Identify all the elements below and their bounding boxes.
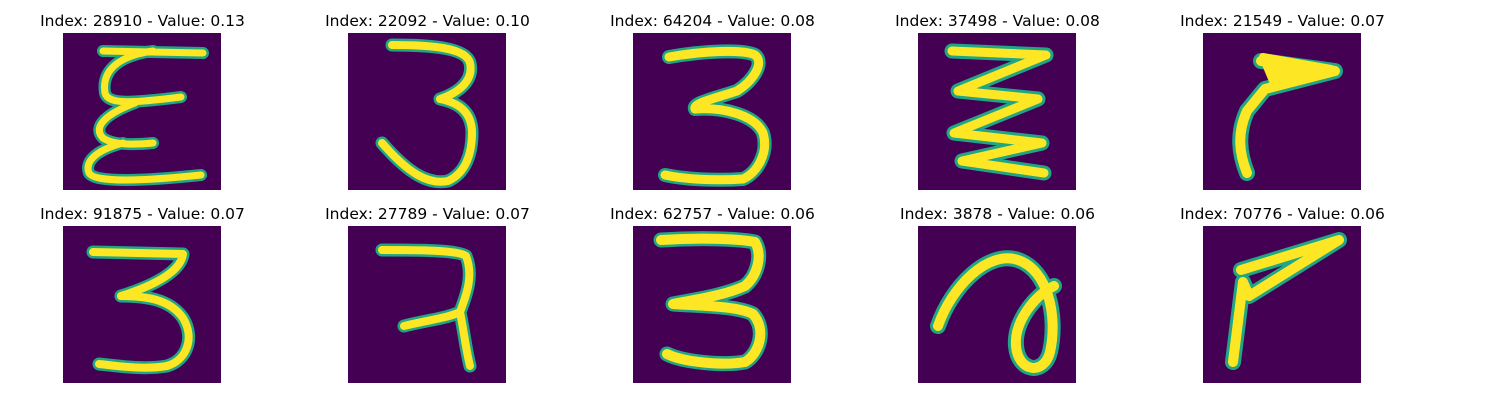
- digit-three-e-shape-icon: [63, 33, 221, 190]
- digit-three-zigzag-icon: [918, 33, 1076, 190]
- digit-three-icon: [633, 33, 791, 190]
- grid-cell: Index: 28910 - Value: 0.13: [0, 11, 285, 201]
- grid-cell: Index: 91875 - Value: 0.07: [0, 204, 285, 394]
- cell-title: Index: 27789 - Value: 0.07: [325, 205, 530, 223]
- digit-three-icon: [633, 226, 791, 383]
- grid-cell: Index: 21549 - Value: 0.07: [1140, 11, 1425, 201]
- cell-title: Index: 21549 - Value: 0.07: [1180, 12, 1385, 30]
- cell-title: Index: 3878 - Value: 0.06: [900, 205, 1095, 223]
- grid-cell: Index: 62757 - Value: 0.06: [570, 204, 855, 394]
- digit-three-icon: [63, 226, 221, 383]
- cell-title: Index: 22092 - Value: 0.10: [325, 12, 530, 30]
- digit-seven-like-icon: [1203, 226, 1361, 383]
- grid-cell: Index: 27789 - Value: 0.07: [285, 204, 570, 394]
- cell-title: Index: 37498 - Value: 0.08: [895, 12, 1100, 30]
- digit-three-icon: [348, 33, 506, 190]
- grid-cell: Index: 3878 - Value: 0.06: [855, 204, 1140, 394]
- cell-title: Index: 28910 - Value: 0.13: [40, 12, 245, 30]
- grid-cell: Index: 70776 - Value: 0.06: [1140, 204, 1425, 394]
- digit-seven-like-icon: [1203, 33, 1361, 190]
- cell-title: Index: 91875 - Value: 0.07: [40, 205, 245, 223]
- cell-title: Index: 62757 - Value: 0.06: [610, 205, 815, 223]
- grid-cell: Index: 37498 - Value: 0.08: [855, 11, 1140, 201]
- grid-cell: Index: 22092 - Value: 0.10: [285, 11, 570, 201]
- cell-title: Index: 64204 - Value: 0.08: [610, 12, 815, 30]
- digit-three-icon: [348, 226, 506, 383]
- cell-title: Index: 70776 - Value: 0.06: [1180, 205, 1385, 223]
- grid-cell: Index: 64204 - Value: 0.08: [570, 11, 855, 201]
- digit-loop-icon: [918, 226, 1076, 383]
